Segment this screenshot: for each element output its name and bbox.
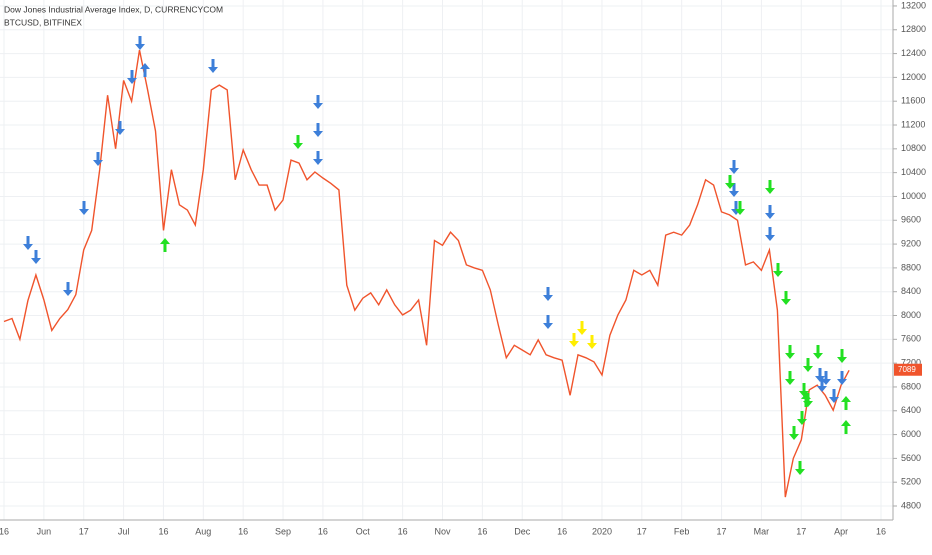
x-tick-label: Nov <box>434 526 451 536</box>
y-tick-label: 9200 <box>901 238 921 248</box>
x-tick-label: Apr <box>834 526 848 536</box>
x-tick-label: Jul <box>118 526 130 536</box>
y-tick-label: 11600 <box>901 96 925 106</box>
y-tick-label: 6000 <box>901 429 921 439</box>
x-tick-label: 16 <box>318 526 328 536</box>
x-tick-label: 17 <box>796 526 806 536</box>
y-tick-label: 11200 <box>901 119 925 129</box>
y-tick-label: 8400 <box>901 286 921 296</box>
x-tick-label: 16 <box>557 526 567 536</box>
x-tick-label: Oct <box>356 526 371 536</box>
y-tick-label: 5200 <box>901 477 921 487</box>
x-tick-label: Aug <box>195 526 211 536</box>
last-price-label: 7089 <box>898 365 916 374</box>
x-tick-label: 16 <box>238 526 248 536</box>
y-tick-label: 10000 <box>901 191 926 201</box>
x-tick-label: 2020 <box>592 526 612 536</box>
x-tick-label: 16 <box>158 526 168 536</box>
y-tick-label: 8000 <box>901 310 921 320</box>
chart-title: Dow Jones Industrial Average Index, D, C… <box>4 4 223 14</box>
y-tick-label: 8800 <box>901 262 921 272</box>
x-tick-label: 16 <box>398 526 408 536</box>
y-tick-label: 10800 <box>901 143 926 153</box>
y-tick-label: 7200 <box>901 358 921 368</box>
x-tick-label: 17 <box>717 526 727 536</box>
x-tick-label: Sep <box>275 526 291 536</box>
x-tick-label: Feb <box>674 526 690 536</box>
x-tick-label: Dec <box>514 526 531 536</box>
x-tick-label: 17 <box>637 526 647 536</box>
y-tick-label: 12000 <box>901 72 926 82</box>
y-tick-label: 12400 <box>901 48 926 58</box>
y-tick-label: 13200 <box>901 0 926 10</box>
y-tick-label: 10400 <box>901 167 926 177</box>
y-tick-label: 6400 <box>901 405 921 415</box>
x-tick-label: Jun <box>37 526 52 536</box>
last-price-tag <box>894 363 922 376</box>
series <box>3 49 850 498</box>
x-tick-label: 16 <box>0 526 9 536</box>
y-tick-label: 12800 <box>901 24 926 34</box>
price-line <box>3 49 850 498</box>
signal-arrows <box>23 36 851 475</box>
y-tick-label: 9600 <box>901 215 921 225</box>
y-tick-label: 5600 <box>901 453 921 463</box>
y-tick-label: 6800 <box>901 381 921 391</box>
x-tick-label: 16 <box>477 526 487 536</box>
x-tick-label: 17 <box>79 526 89 536</box>
grid <box>0 0 893 520</box>
x-tick-label: 16 <box>876 526 886 536</box>
y-tick-label: 4800 <box>901 500 921 510</box>
x-tick-label: Mar <box>754 526 770 536</box>
chart-subtitle: BTCUSD, BITFINEX <box>4 17 82 27</box>
y-tick-label: 7600 <box>901 334 921 344</box>
